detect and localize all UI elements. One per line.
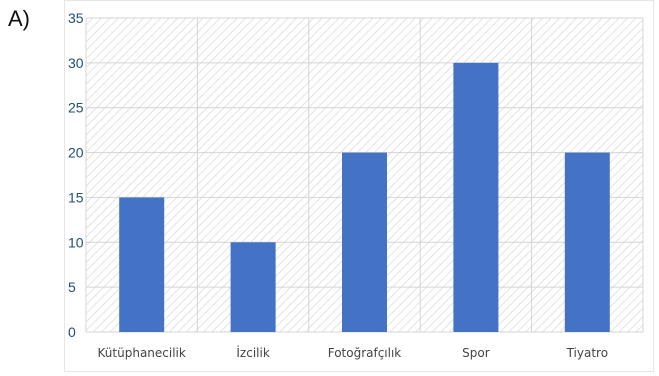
bars bbox=[119, 62, 610, 332]
x-axis-ticks: Kütüphanecilik İzcilik Fotoğrafçılık Spor Ti… bbox=[98, 345, 608, 360]
bar-4 bbox=[564, 152, 610, 332]
x-tick-label: Spor bbox=[462, 346, 490, 360]
chart-frame bbox=[64, 0, 654, 372]
x-tick-label: Kütüphanecilik bbox=[98, 346, 186, 360]
x-tick-label: Fotoğrafçılık bbox=[328, 346, 402, 360]
y-tick-label: 30 bbox=[68, 55, 84, 71]
y-tick-label: 20 bbox=[68, 145, 84, 161]
y-tick-label: 15 bbox=[68, 189, 84, 205]
x-tick-label: İzcilik bbox=[236, 345, 269, 360]
y-axis-ticks: 0 5 10 15 20 25 30 35 bbox=[68, 10, 84, 340]
y-tick-label: 25 bbox=[68, 100, 84, 116]
bar-2 bbox=[342, 152, 387, 332]
gridlines bbox=[85, 17, 644, 333]
y-tick-label: 35 bbox=[68, 10, 84, 26]
bar-3 bbox=[453, 62, 499, 332]
x-tick-label: Tiyatro bbox=[566, 346, 608, 360]
y-tick-label: 5 bbox=[68, 279, 76, 295]
y-tick-label: 10 bbox=[68, 234, 84, 250]
bar-1 bbox=[230, 242, 276, 332]
bar-0 bbox=[119, 197, 165, 332]
option-label: A) bbox=[8, 6, 30, 31]
y-tick-label: 0 bbox=[68, 324, 76, 340]
